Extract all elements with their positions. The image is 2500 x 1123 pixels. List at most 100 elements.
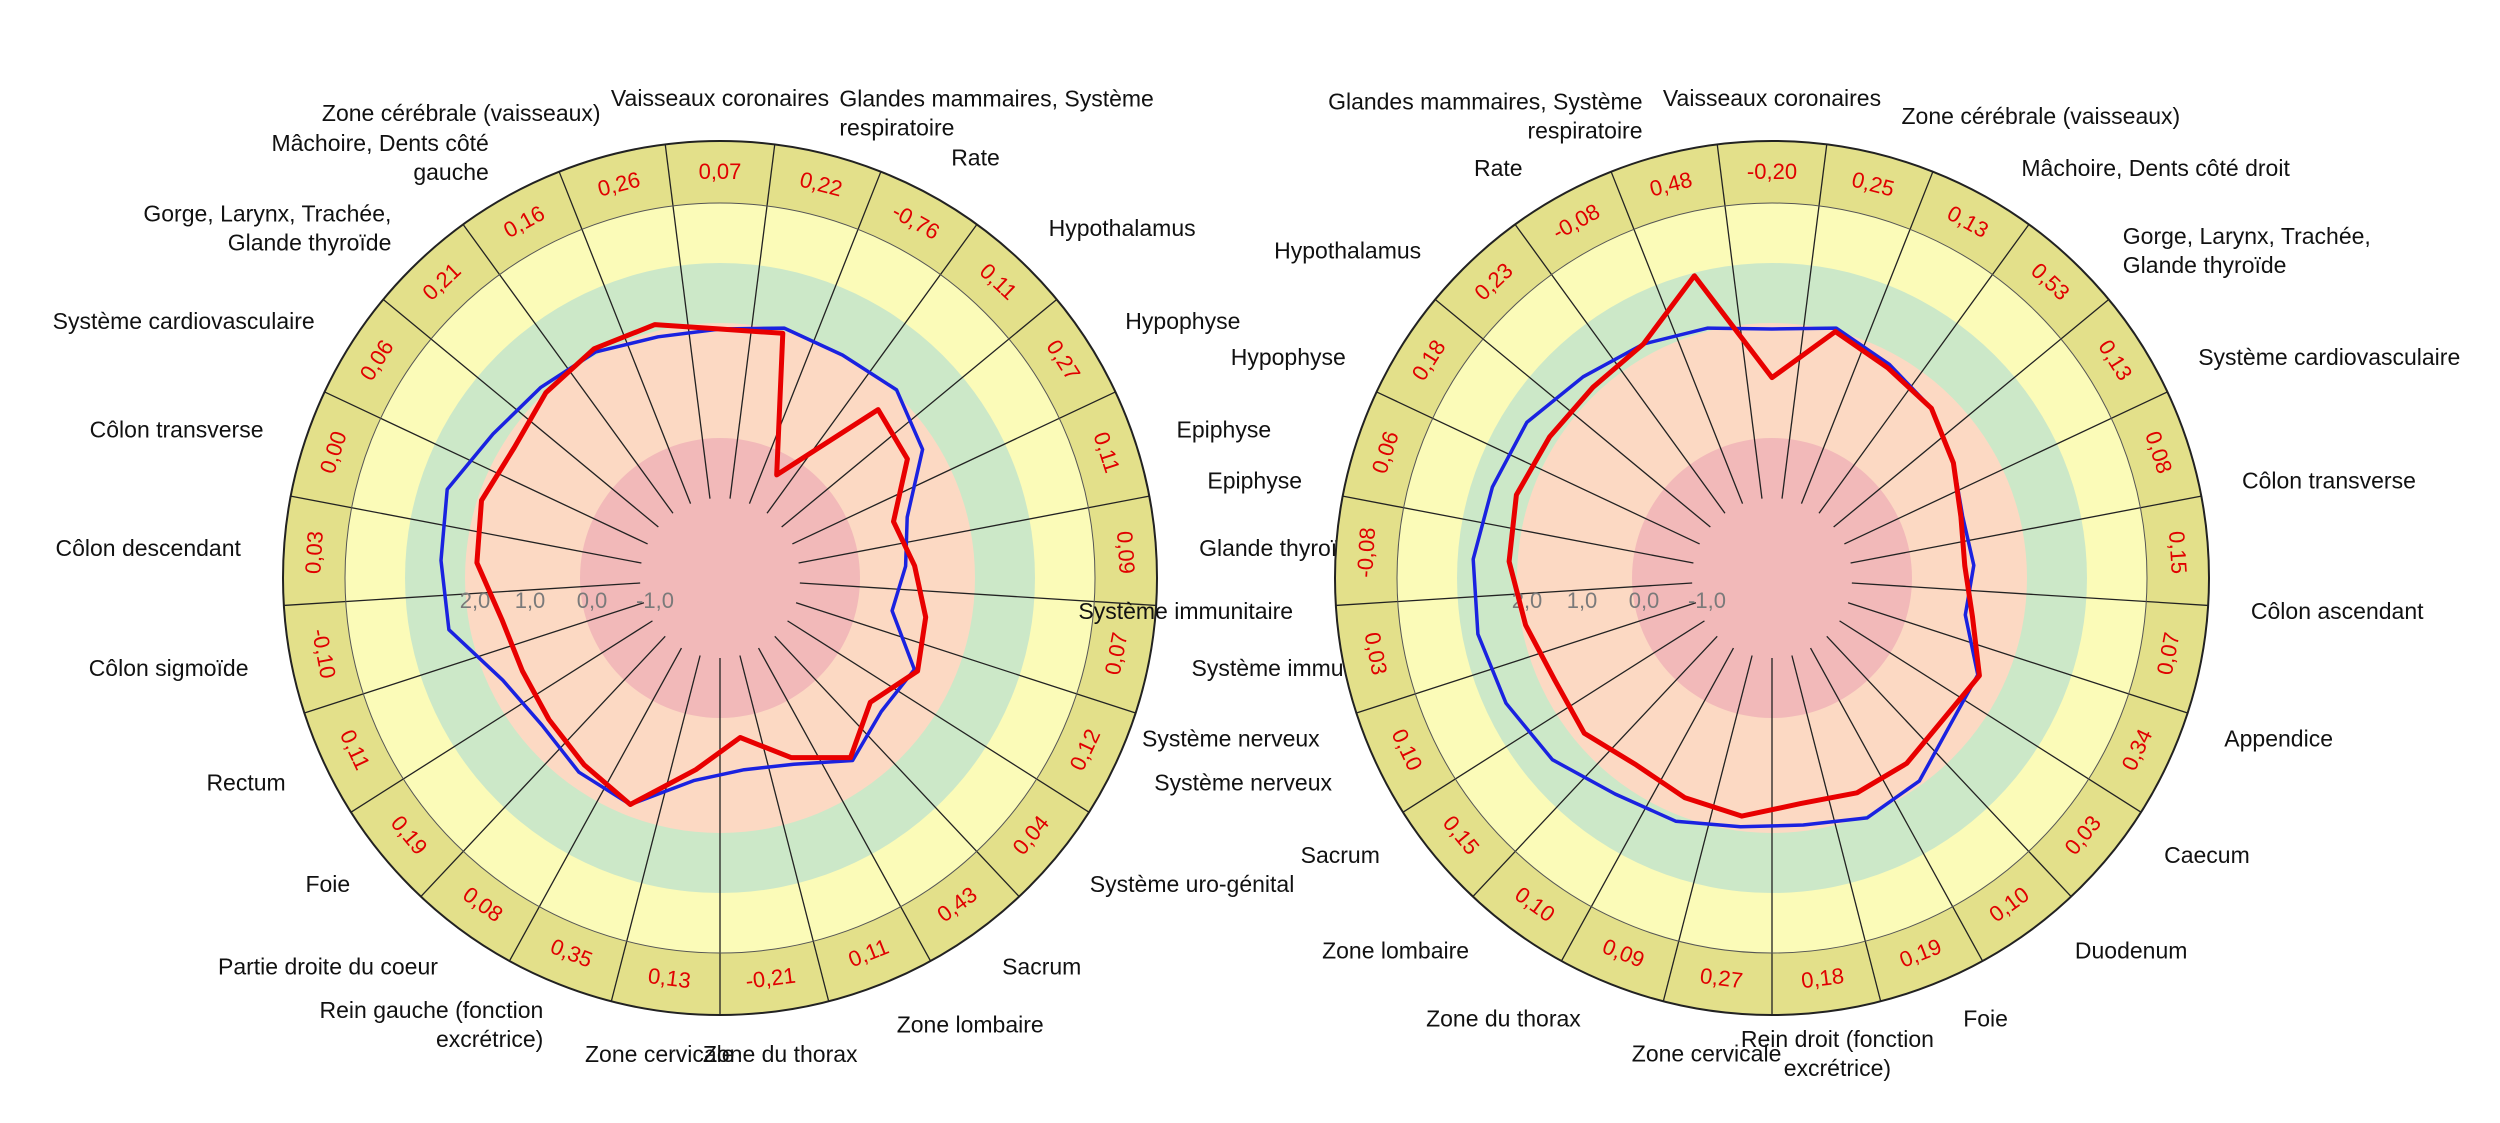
- spoke: [1847, 602, 2188, 714]
- ring-border: [1396, 202, 2148, 954]
- category-label: Caecum: [2164, 842, 2250, 868]
- category-label: Rate: [1474, 155, 1523, 181]
- spoke: [792, 391, 1116, 545]
- spoke: [1800, 171, 1934, 504]
- category-label: Système cardiovasculaire: [2198, 344, 2460, 370]
- category-label: Appendice: [2224, 726, 2333, 752]
- spoke: [757, 647, 932, 962]
- category-label: Epiphyse: [1207, 467, 1302, 493]
- spoke: [748, 171, 882, 504]
- scale-label: 0,0: [1629, 588, 1660, 613]
- spoke: [739, 655, 830, 1002]
- value-label: 0,03: [300, 530, 328, 574]
- category-label: Zone cervicale: [585, 1041, 735, 1067]
- category-label: Sacrum: [1002, 953, 1081, 979]
- series-blue-line: [439, 326, 925, 807]
- value-label: -0,21: [744, 963, 797, 994]
- category-label: Mâchoire, Dents côté droit: [2021, 155, 2290, 181]
- value-label: -0,08: [1352, 527, 1380, 579]
- ring-center: [1632, 438, 1912, 718]
- spoke: [508, 647, 683, 962]
- spoke: [290, 495, 642, 564]
- spoke: [798, 495, 1150, 564]
- spoke: [1826, 635, 2072, 898]
- category-label: Gorge, Larynx, Trachée, Glande thyroïde: [143, 201, 391, 256]
- category-label: Mâchoire, Dents côté gauche: [271, 130, 488, 185]
- spoke: [1791, 655, 1882, 1002]
- spoke: [382, 298, 659, 528]
- category-label: Système cardiovasculaire: [53, 308, 315, 334]
- category-label: Hypothalamus: [1049, 215, 1196, 241]
- category-label: Côlon transverse: [90, 417, 264, 443]
- spoke: [799, 582, 1157, 607]
- category-label: Zone cérébrale (vaisseaux): [322, 100, 601, 126]
- category-label: Foie: [1963, 1005, 2008, 1031]
- spoke: [420, 635, 666, 898]
- spoke: [1809, 647, 1984, 962]
- category-label: Partie droite du coeur: [218, 953, 438, 979]
- category-label: Vaisseaux coronaires: [1663, 85, 1881, 111]
- category-label: Zone cérébrale (vaisseaux): [1902, 103, 2181, 129]
- category-label: Zone du thorax: [1426, 1005, 1581, 1031]
- scale-label: 2,0: [460, 588, 491, 613]
- category-label: Rectum: [206, 769, 285, 795]
- spoke: [1342, 495, 1694, 564]
- category-label: Côlon sigmoïde: [89, 655, 249, 681]
- category-label: Epiphyse: [1177, 417, 1272, 443]
- spoke: [781, 298, 1058, 528]
- value-label: 0,13: [647, 963, 693, 993]
- value-label: 0,18: [1800, 963, 1846, 993]
- category-label: Côlon descendant: [55, 535, 241, 561]
- scale-label: 1,0: [1567, 588, 1598, 613]
- ring-center: [580, 438, 860, 718]
- category-label: Foie: [305, 871, 350, 897]
- spoke: [610, 655, 701, 1002]
- scale-label: -1,0: [636, 588, 674, 613]
- spoke: [1851, 582, 2209, 607]
- value-label: 0,09: [1112, 530, 1140, 574]
- category-label: Zone cervicale: [1632, 1041, 1782, 1067]
- spoke: [1833, 298, 2110, 528]
- category-label: Vaisseaux coronaires: [611, 85, 829, 111]
- spoke: [1839, 620, 2142, 813]
- category-label: Côlon ascendant: [2251, 598, 2424, 624]
- spoke: [1850, 495, 2202, 564]
- scale-label: -1,0: [1688, 588, 1726, 613]
- value-label: 0,15: [2164, 530, 2192, 574]
- value-label: 0,27: [1699, 963, 1745, 993]
- category-label: Rate: [951, 144, 1000, 170]
- spoke: [787, 620, 1090, 813]
- category-label: Sacrum: [1301, 842, 1380, 868]
- category-label: Hypophyse: [1231, 344, 1346, 370]
- category-label: Gorge, Larynx, Trachée, Glande thyroïde: [2123, 223, 2371, 278]
- category-label: Système uro-génital: [1090, 871, 1295, 897]
- ring-border: [344, 202, 1096, 954]
- spoke: [1610, 171, 1744, 504]
- value-label: 0,07: [699, 159, 742, 184]
- spoke: [1376, 391, 1700, 545]
- spoke: [1662, 655, 1753, 1002]
- spoke: [1818, 224, 2030, 514]
- spoke: [1335, 582, 1693, 607]
- category-label: Rein droit (fonction excrétrice): [1741, 1026, 1934, 1081]
- spoke: [283, 582, 641, 607]
- spoke: [1472, 635, 1718, 898]
- series-red-line: [474, 322, 929, 807]
- spoke: [1402, 620, 1705, 813]
- category-label: Duodenum: [2075, 937, 2188, 963]
- category-label: Hypothalamus: [1274, 237, 1421, 263]
- spoke: [1356, 602, 1697, 714]
- radar-chart-right: -0,20 0,250,130,530,130,080,150,070,340,0…: [1078, 85, 2460, 1081]
- category-label: Système nerveux: [1142, 726, 1320, 752]
- spoke: [795, 602, 1136, 714]
- category-label: Glandes mammaires, Système respiratoire: [839, 86, 1153, 141]
- scale-label: 1,0: [515, 588, 546, 613]
- spoke: [774, 635, 1020, 898]
- spoke: [1560, 647, 1735, 962]
- spoke: [304, 602, 645, 714]
- radar-chart-left: 0,07 0,22-0,760,110,270,110,090,070,120,0…: [53, 85, 1407, 1067]
- category-label: Zone lombaire: [1322, 937, 1469, 963]
- spoke: [324, 391, 648, 545]
- value-label: -0,20: [1747, 159, 1797, 184]
